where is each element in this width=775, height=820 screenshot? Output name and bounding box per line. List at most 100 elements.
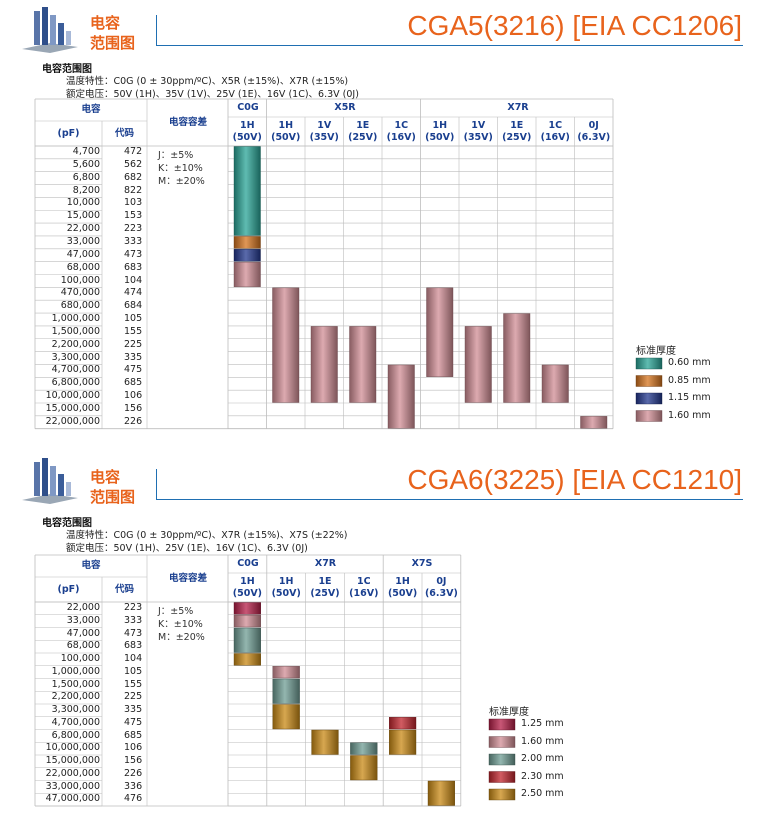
legend-swatch bbox=[635, 357, 663, 370]
legend-label: 2.50 mm bbox=[521, 788, 564, 799]
capacitance-value: 1,500,000 bbox=[51, 325, 100, 337]
thickness-bar-0-0 bbox=[233, 602, 261, 615]
thickness-bar-5-14 bbox=[427, 780, 455, 806]
voltage-value: (16V) bbox=[386, 131, 416, 143]
legend-swatch bbox=[635, 375, 663, 387]
capacitance-value: 22,000,000 bbox=[45, 415, 100, 427]
voltage-code: 1H bbox=[239, 119, 255, 131]
voltage-code: 1C bbox=[394, 119, 409, 131]
voltage-code: 1E bbox=[318, 575, 332, 587]
header-tolerance: 电容容差 bbox=[168, 572, 207, 584]
legend-label: 1.25 mm bbox=[521, 718, 564, 729]
capacitance-value: 15,000 bbox=[66, 210, 100, 222]
thickness-bar-3-11 bbox=[350, 742, 378, 755]
capacitance-code: 104 bbox=[124, 274, 143, 286]
voltage-code: 1C bbox=[356, 575, 371, 587]
legend-label: 2.00 mm bbox=[521, 753, 564, 764]
group-x7r: X7R bbox=[314, 558, 337, 569]
capacitance-code: 225 bbox=[124, 338, 143, 350]
capacitance-code: 336 bbox=[124, 780, 143, 792]
capacitance-code: 683 bbox=[124, 261, 143, 273]
voltage-header-5: 1H (50V) bbox=[421, 117, 460, 146]
capacitance-value: 47,000,000 bbox=[45, 793, 100, 805]
voltage-header-8: 1C (16V) bbox=[536, 117, 575, 146]
capacitance-code: 106 bbox=[124, 390, 143, 402]
capacitance-value: 1,500,000 bbox=[51, 678, 100, 690]
voltage-header-0: 1H (50V) bbox=[228, 573, 267, 602]
capacitance-value: 10,000,000 bbox=[45, 742, 100, 754]
legend-swatch bbox=[635, 392, 663, 405]
logo-line2: 范围图 bbox=[90, 34, 136, 52]
capacitance-value: 6,800 bbox=[72, 171, 100, 183]
voltage-value: (25V) bbox=[502, 131, 532, 143]
capacitance-value: 4,700,000 bbox=[51, 716, 100, 728]
header-tolerance: 电容容差 bbox=[168, 116, 207, 128]
voltage-code: 1V bbox=[471, 119, 486, 131]
capacitance-value: 3,300,000 bbox=[51, 704, 100, 715]
capacitor-logo-icon bbox=[22, 458, 78, 504]
header-capacitance: 电容 bbox=[81, 560, 101, 571]
legend-label: 0.60 mm bbox=[668, 357, 711, 368]
thickness-bar-1-11 bbox=[272, 287, 300, 403]
capacitance-value: 4,700 bbox=[72, 146, 100, 157]
capacitance-code: 562 bbox=[124, 158, 143, 170]
capacitance-value: 15,000,000 bbox=[45, 755, 100, 766]
thickness-bar-0-7 bbox=[233, 236, 261, 249]
legend-swatch bbox=[488, 736, 516, 748]
range-title: 电容范围图 bbox=[42, 518, 92, 529]
capacitance-code: 475 bbox=[124, 716, 143, 728]
capacitance-code: 223 bbox=[124, 223, 143, 235]
thickness-bar-2-14 bbox=[310, 326, 338, 403]
voltage-code: 0J bbox=[588, 119, 599, 131]
capacitance-code: 473 bbox=[124, 627, 143, 639]
header-code: 代码 bbox=[114, 584, 134, 595]
capacitance-value: 470,000 bbox=[60, 287, 100, 299]
thickness-bar-0-2 bbox=[233, 627, 261, 653]
thickness-bar-0-8 bbox=[233, 249, 261, 262]
voltage-header-4: 1H (50V) bbox=[383, 573, 422, 602]
header-pf: (pF) bbox=[57, 128, 80, 139]
tolerance-k: K：±10% bbox=[158, 163, 203, 174]
voltage-value: (50V) bbox=[271, 131, 301, 143]
group-c0g: C0G bbox=[237, 102, 259, 113]
legend-swatch bbox=[488, 753, 516, 766]
voltage-header-3: 1E (25V) bbox=[344, 117, 383, 146]
capacitance-code: 473 bbox=[124, 248, 143, 260]
tolerance-j: J：±5% bbox=[158, 606, 194, 617]
tolerance-m: M：±20% bbox=[158, 176, 205, 187]
thickness-bar-8-17 bbox=[541, 364, 569, 403]
page-title: CGA5(3216) [EIA CC1206] bbox=[407, 10, 742, 41]
range-title: 电容范围图 bbox=[42, 64, 92, 75]
capacitance-code: 682 bbox=[124, 171, 143, 183]
voltage-header-1: 1H (50V) bbox=[267, 117, 306, 146]
capacitance-code: 335 bbox=[124, 351, 143, 363]
capacitance-code: 335 bbox=[124, 704, 143, 715]
tolerance-k: K：±10% bbox=[158, 619, 203, 630]
tolerance-j: J：±5% bbox=[158, 150, 194, 161]
capacitance-value: 680,000 bbox=[60, 300, 100, 312]
voltage-header-2: 1V (35V) bbox=[305, 117, 344, 146]
group-c0g: C0G bbox=[237, 558, 259, 569]
capacitance-value: 68,000 bbox=[66, 640, 100, 652]
capacitance-value: 4,700,000 bbox=[51, 364, 100, 376]
capacitance-code: 333 bbox=[124, 614, 143, 626]
capacitance-code: 684 bbox=[124, 300, 143, 312]
capacitance-code: 156 bbox=[124, 755, 143, 766]
capacitance-code: 105 bbox=[124, 313, 143, 325]
thickness-bar-4-9 bbox=[389, 717, 417, 730]
voltage-value: (50V) bbox=[271, 587, 301, 599]
voltage-value: (16V) bbox=[349, 587, 379, 599]
group-x7r: X7R bbox=[507, 102, 529, 113]
capacitance-code: 155 bbox=[124, 678, 143, 690]
voltage-code: 1H bbox=[395, 575, 410, 587]
capacitance-code: 685 bbox=[124, 729, 143, 741]
temp-characteristic: 温度特性：C0G (0 ± 30ppm/ºC)、X7R (±15%)、X7S (… bbox=[66, 530, 348, 541]
voltage-value: (6.3V) bbox=[424, 587, 458, 599]
thickness-bar-1-5 bbox=[272, 666, 300, 679]
rated-voltage: 额定电压：50V (1H)、25V (1E)、16V (1C)、6.3V (0J… bbox=[66, 543, 308, 554]
capacitance-value: 15,000,000 bbox=[45, 403, 100, 414]
header-pf: (pF) bbox=[57, 584, 80, 595]
thickness-bar-1-6 bbox=[272, 678, 300, 704]
capacitance-value: 47,000 bbox=[66, 627, 100, 639]
